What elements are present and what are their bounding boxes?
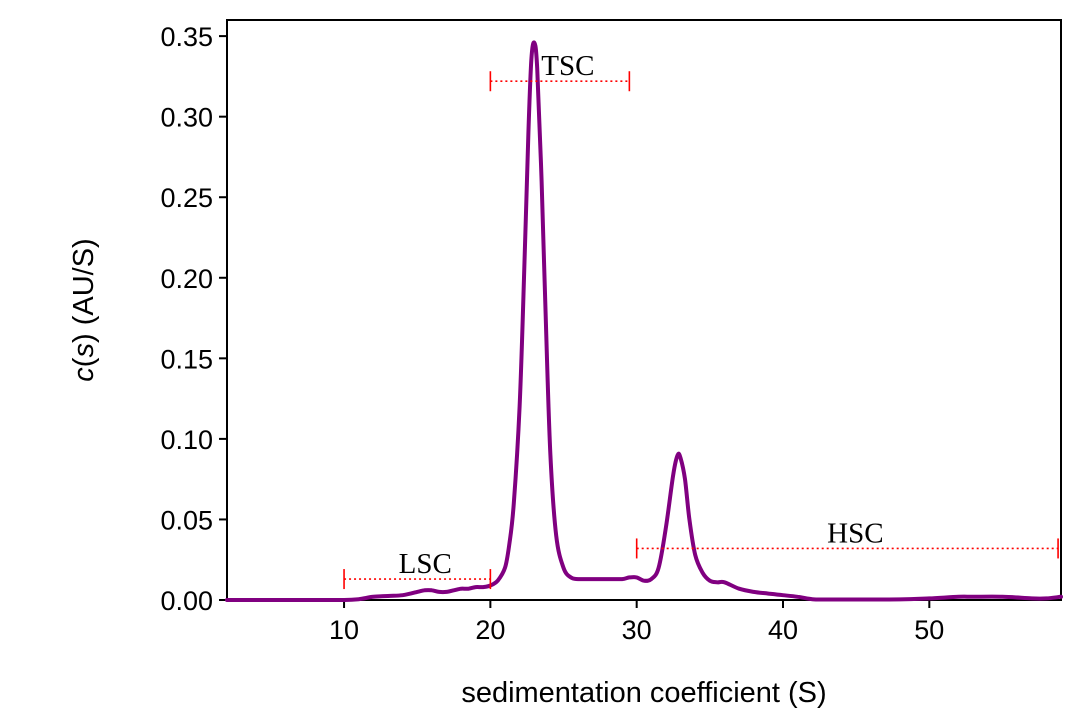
y-ticks: 0.00 0.05 0.10 0.15 0.20 0.25 0.30 0.35 bbox=[160, 22, 227, 616]
x-ticks: 10 20 30 40 50 bbox=[329, 600, 944, 645]
x-tick-label: 50 bbox=[914, 615, 944, 645]
y-axis-title-var: s bbox=[68, 343, 100, 358]
y-axis-title-rest: ) (AU/S) bbox=[68, 238, 100, 343]
x-tick-label: 30 bbox=[622, 615, 652, 645]
x-tick-label: 20 bbox=[475, 615, 505, 645]
x-tick-label: 40 bbox=[768, 615, 798, 645]
y-tick-label: 0.25 bbox=[160, 183, 213, 213]
y-tick-label: 0.10 bbox=[160, 425, 213, 455]
range-label: LSC bbox=[399, 548, 452, 580]
series-line bbox=[225, 40, 1063, 603]
x-axis-title: sedimentation coefficient (S) bbox=[461, 677, 826, 709]
y-axis-title-italic: c bbox=[68, 367, 100, 382]
y-tick-label: 0.15 bbox=[160, 344, 213, 374]
range-label: TSC bbox=[541, 50, 594, 82]
y-tick-label: 0.00 bbox=[160, 586, 213, 616]
range-label: HSC bbox=[827, 517, 883, 549]
range-lsc: LSC bbox=[343, 548, 492, 590]
range-tsc: TSC bbox=[489, 50, 631, 92]
axes-frame bbox=[226, 19, 1062, 601]
y-axis-title-open: ( bbox=[68, 357, 100, 367]
y-tick-label: 0.05 bbox=[160, 505, 213, 535]
plot-area: 10 20 30 40 50 0.000.050.100.150.200.250.300… bbox=[160, 19, 1063, 645]
range-annotations: LSC TSC HSC bbox=[343, 50, 1059, 590]
y-tick-label: 0.30 bbox=[160, 103, 213, 133]
x-tick-label: 10 bbox=[329, 615, 359, 645]
y-tick-label: 0.20 bbox=[160, 264, 213, 294]
range-hsc: HSC bbox=[635, 517, 1059, 559]
y-axis-title: c(s) (AU/S) bbox=[68, 238, 100, 381]
y-tick-label: 0.35 bbox=[160, 22, 213, 52]
